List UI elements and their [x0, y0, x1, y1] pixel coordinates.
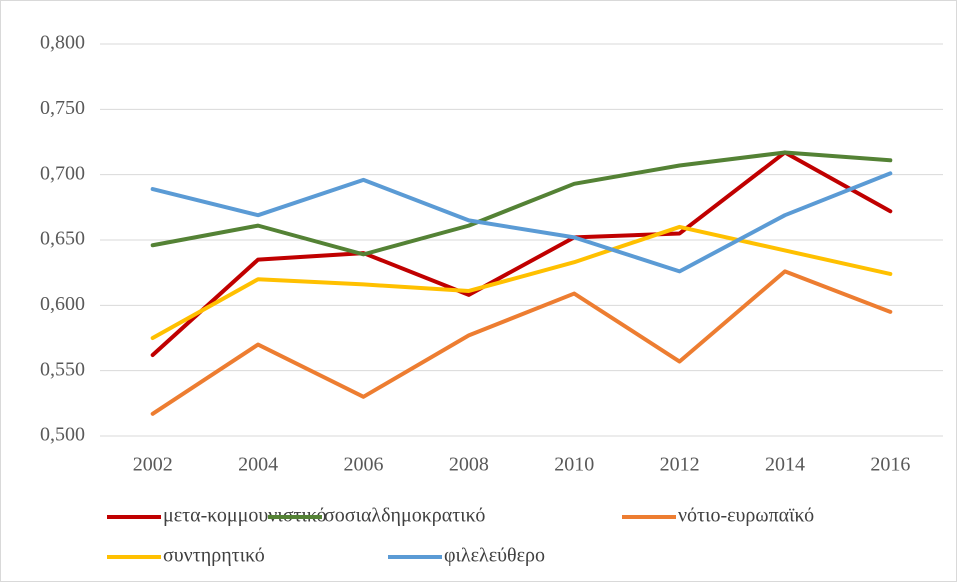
y-tick-label: 0,750	[40, 97, 85, 119]
y-tick-label: 0,800	[40, 32, 85, 54]
x-tick-label: 2004	[238, 454, 278, 476]
legend-item: συντηρητικό	[107, 545, 265, 567]
y-tick-label: 0,500	[40, 424, 85, 446]
legend-label: σοσιαλδημοκρατικό	[324, 505, 485, 527]
y-tick-label: 0,600	[40, 293, 85, 315]
x-tick-label: 2002	[133, 454, 173, 476]
x-tick-label: 2010	[554, 454, 594, 476]
y-tick-label: 0,650	[40, 228, 85, 250]
series-line	[150, 150, 893, 357]
x-tick-label: 2006	[343, 454, 383, 476]
legend-item: φιλελεύθερο	[388, 545, 545, 567]
legend-label: μετα-κομμουνιστικό	[163, 505, 327, 527]
legend-label: φιλελεύθερο	[444, 545, 545, 567]
x-tick-label: 2014	[765, 454, 805, 476]
x-tick-label: 2008	[449, 454, 489, 476]
series-line	[150, 171, 893, 274]
legend-item: νότιο-ευρωπαϊκό	[622, 505, 814, 527]
legend-label: νότιο-ευρωπαϊκό	[678, 505, 814, 527]
x-tick-label: 2012	[660, 454, 700, 476]
y-tick-label: 0,550	[40, 358, 85, 380]
legend-label: συντηρητικό	[163, 545, 265, 567]
y-tick-label: 0,700	[40, 162, 85, 184]
legend-item: σοσιαλδημοκρατικό	[268, 505, 485, 527]
series-line	[150, 224, 893, 340]
series-line	[150, 150, 893, 257]
legend-item: μετα-κομμουνιστικό	[107, 505, 327, 527]
series-line	[150, 269, 893, 416]
x-tick-label: 2016	[870, 454, 910, 476]
